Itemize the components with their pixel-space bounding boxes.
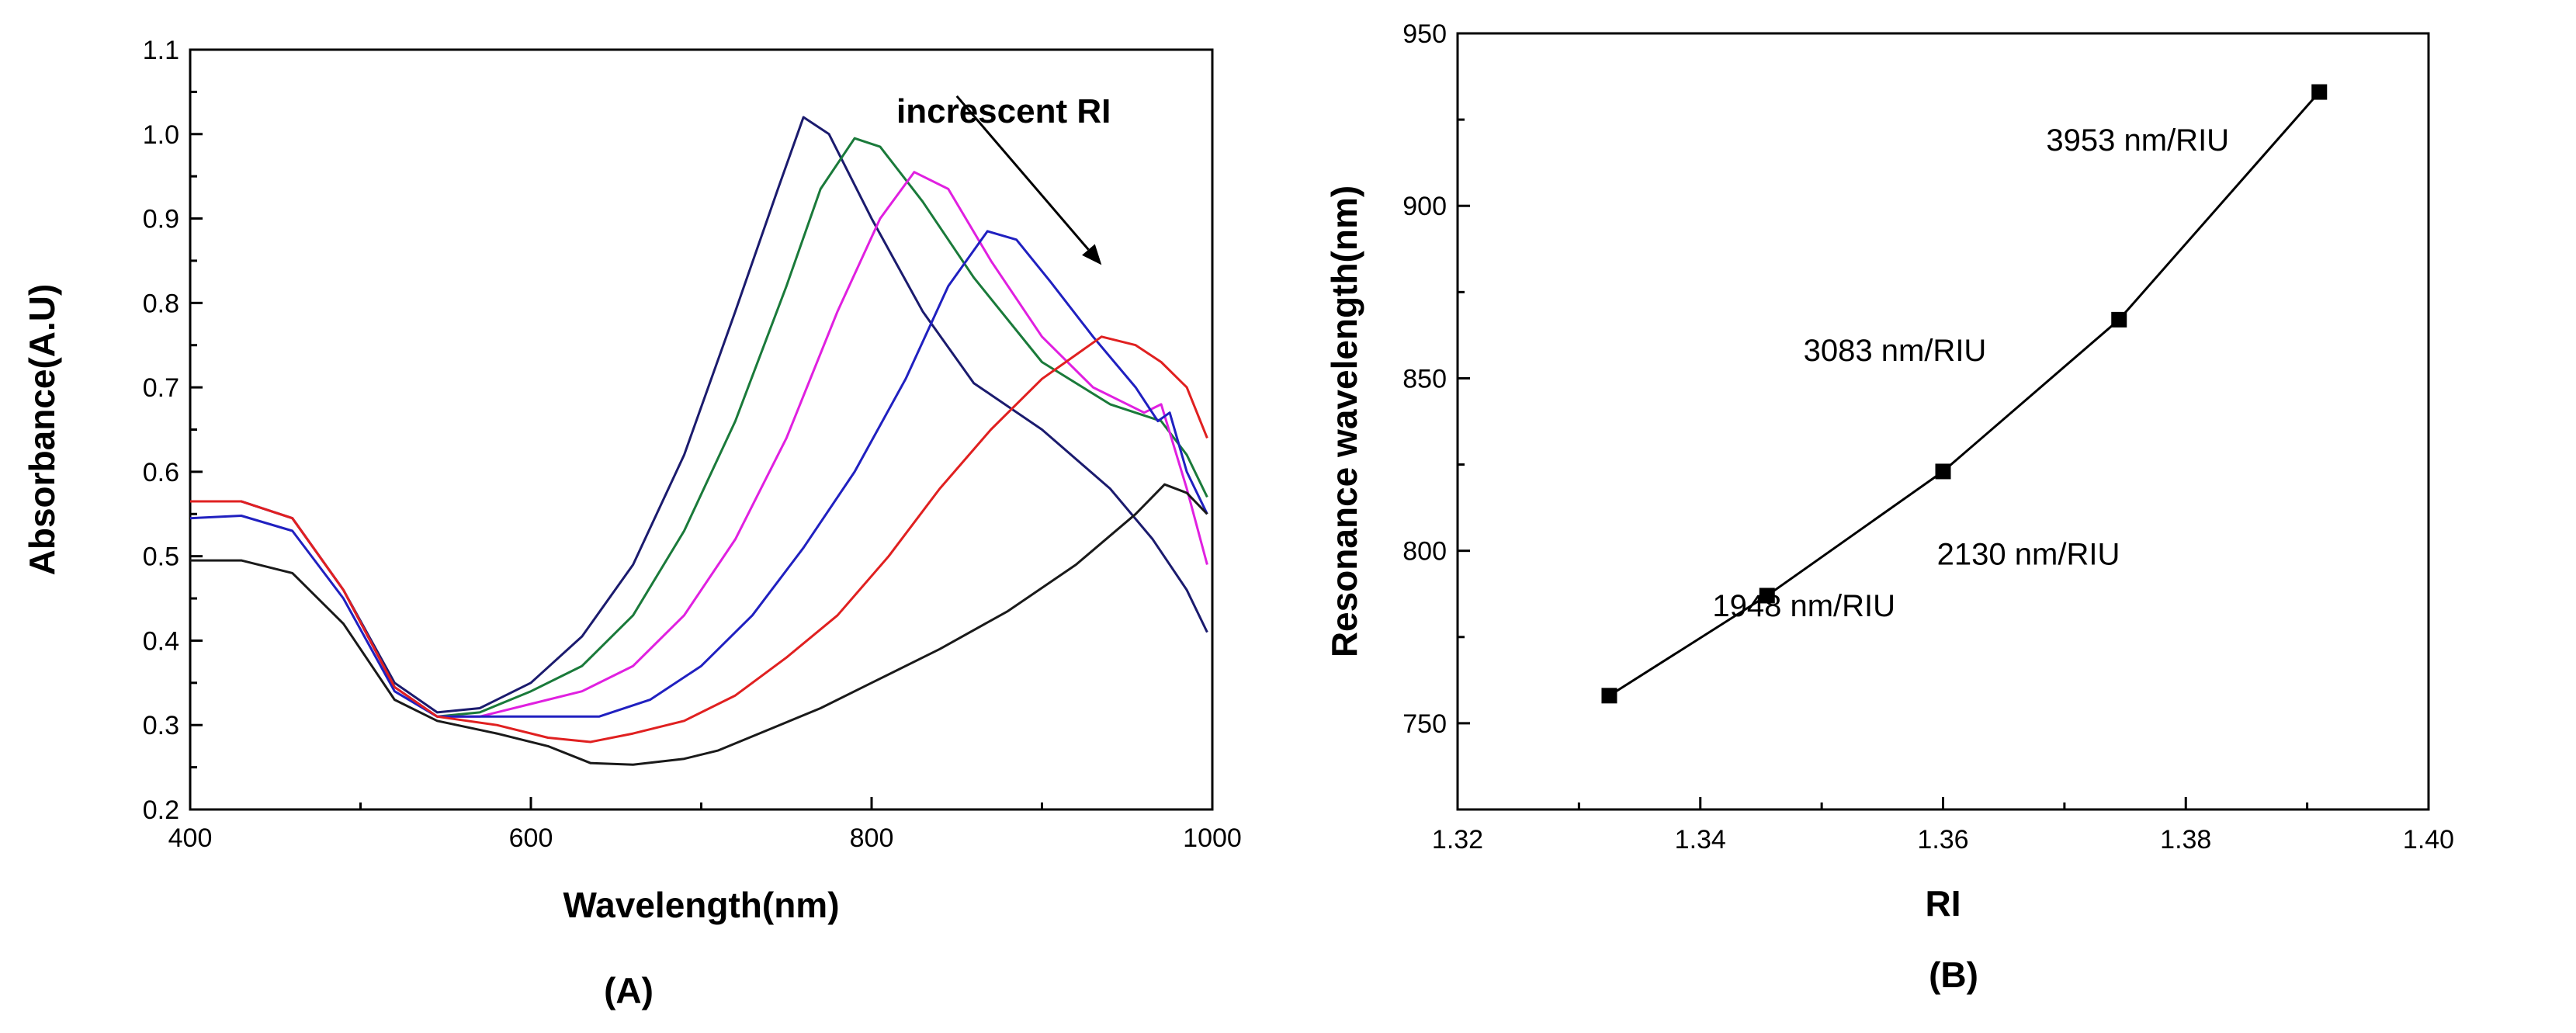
- x-tick-label-b: 1.36: [1917, 825, 1968, 854]
- x-tick-label-a: 600: [509, 823, 553, 853]
- series-line-a-3: [190, 171, 1208, 718]
- ticks-b: 1.32 1.34 1.36 1.38 1.40 750 800 850 900 950: [1402, 19, 2454, 854]
- slope-annotation-b: 1948 nm/RIU: [1712, 589, 1895, 623]
- annotations-b: 1948 nm/RIU 2130 nm/RIU 3083 nm/RIU 3953 nm…: [1712, 123, 2229, 623]
- data-point-b: [2111, 311, 2127, 328]
- y-tick-label-a: 0.8: [143, 289, 179, 318]
- series-line-a-1: [190, 116, 1208, 714]
- y-tick-label-a: 0.5: [143, 542, 179, 572]
- series-line-a-2: [190, 137, 1208, 718]
- y-tick-label-a: 0.2: [143, 796, 179, 825]
- series-group-b: [1601, 84, 2328, 704]
- panel-label-a: (A): [604, 970, 654, 1010]
- panel-label-b: (B): [1929, 955, 1978, 995]
- x-tick-label-b: 1.34: [1675, 825, 1726, 854]
- x-tick-label-a: 1000: [1183, 823, 1242, 853]
- y-tick-label-b: 800: [1402, 537, 1447, 567]
- series-line-a-4: [189, 230, 1208, 718]
- y-axis-label-b: Resonance wavelength(nm): [1324, 185, 1364, 657]
- series-line-a-5: [190, 335, 1208, 744]
- panel-b: 1.32 1.34 1.36 1.38 1.40 750 800 850 900 950 1948…: [1324, 19, 2454, 995]
- x-tick-label-a: 400: [168, 823, 213, 853]
- data-point-b: [1935, 463, 1951, 480]
- y-tick-label-a: 1.0: [143, 120, 179, 150]
- ticks-a: 400 600 800 1000 0.2 0.3 0.4 0.5 0.6 0.7 0.8 0.9 1.0…: [143, 36, 1242, 853]
- y-axis-label-a: Absorbance(A.U): [22, 284, 62, 576]
- y-tick-label-a: 1.1: [143, 36, 179, 65]
- y-tick-label-a: 0.9: [143, 205, 179, 234]
- y-tick-label-a: 0.4: [143, 626, 179, 656]
- plot-frame-a: [189, 48, 1214, 811]
- series-group-a: [189, 116, 1208, 766]
- x-axis-label-a: Wavelength(nm): [563, 885, 839, 925]
- y-tick-label-a: 0.7: [143, 373, 179, 403]
- annotation-text-increscent-ri: increscent RI: [896, 92, 1111, 130]
- x-axis-label-b: RI: [1926, 883, 1961, 924]
- y-tick-label-a: 0.3: [143, 711, 179, 740]
- x-tick-label-b: 1.32: [1432, 825, 1483, 854]
- annotation-arrow: [955, 95, 1090, 251]
- slope-annotation-b: 2130 nm/RIU: [1937, 537, 2120, 571]
- series-line-a-6: [190, 483, 1208, 766]
- data-point-b: [1759, 588, 1775, 604]
- x-tick-label-b: 1.38: [2160, 825, 2211, 854]
- annotation-a: increscent RI: [896, 92, 1111, 265]
- slope-annotation-b: 3083 nm/RIU: [1804, 334, 1987, 368]
- x-tick-label-b: 1.40: [2403, 825, 2454, 854]
- y-tick-label-a: 0.6: [143, 458, 179, 487]
- y-tick-label-b: 950: [1402, 19, 1447, 49]
- y-tick-label-b: 750: [1402, 709, 1447, 739]
- data-point-b: [1601, 688, 1617, 704]
- y-tick-label-b: 900: [1402, 192, 1447, 221]
- data-point-b: [2311, 84, 2328, 100]
- slope-annotation-b: 3953 nm/RIU: [2046, 123, 2229, 158]
- panel-a: 400 600 800 1000 0.2 0.3 0.4 0.5 0.6 0.7 0.8 0.9 1.0…: [22, 36, 1242, 1010]
- y-tick-label-b: 850: [1402, 364, 1447, 393]
- annotation-arrow-head: [1082, 244, 1102, 265]
- x-tick-label-a: 800: [850, 823, 894, 853]
